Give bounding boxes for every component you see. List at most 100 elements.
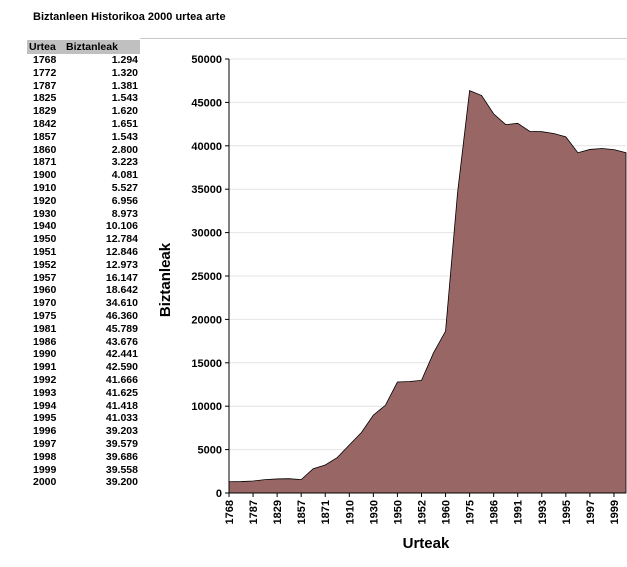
cell-year: 1910 xyxy=(33,181,57,194)
cell-year: 1842 xyxy=(33,117,57,130)
table-row: 1857 1.543 xyxy=(27,131,140,144)
x-tick-label: 1975 xyxy=(465,500,477,524)
x-tick-label: 1857 xyxy=(296,500,308,524)
cell-year: 1957 xyxy=(33,271,57,284)
y-tick-label: 25000 xyxy=(191,271,222,283)
y-tick-labels: 0 5000 10000 15000 20000 25000 30000 35000 40000… xyxy=(191,54,222,500)
cell-year: 1768 xyxy=(33,54,57,66)
cell-population: 39.203 xyxy=(105,425,138,438)
cell-year: 1996 xyxy=(33,425,57,438)
cell-year: 1825 xyxy=(33,92,57,105)
cell-year: 1787 xyxy=(33,79,57,92)
table-row: 1991 42.590 xyxy=(27,361,140,374)
table-row: 1900 4.081 xyxy=(27,169,140,182)
cell-population: 1.381 xyxy=(111,79,138,92)
cell-year: 1950 xyxy=(33,233,57,246)
y-tick-label: 15000 xyxy=(191,358,222,370)
cell-year: 1981 xyxy=(33,322,57,335)
population-area xyxy=(228,90,627,494)
y-tick-label: 30000 xyxy=(191,228,222,240)
cell-year: 1999 xyxy=(33,463,57,476)
x-tick-label: 1986 xyxy=(489,500,501,524)
cell-year: 1940 xyxy=(33,220,57,233)
cell-population: 39.686 xyxy=(105,450,138,463)
table-row: 1990 42.441 xyxy=(27,348,140,361)
cell-population: 12.846 xyxy=(105,245,138,258)
x-tick-label: 1952 xyxy=(416,500,428,524)
cell-year: 1986 xyxy=(33,335,57,348)
table-row: 1768 1.294 xyxy=(27,54,140,67)
cell-population: 10.106 xyxy=(105,220,138,233)
column-header-population: Biztanleak xyxy=(66,41,118,53)
cell-year: 1991 xyxy=(33,361,57,374)
table-row: 1871 3.223 xyxy=(27,156,140,169)
cell-year: 1930 xyxy=(33,207,57,220)
x-tick-label: 1787 xyxy=(248,500,260,524)
cell-year: 1960 xyxy=(33,284,57,297)
cell-population: 12.973 xyxy=(105,258,138,271)
cell-population: 4.081 xyxy=(111,169,138,182)
table-row: 1930 8.973 xyxy=(27,208,140,221)
cell-year: 1990 xyxy=(33,348,57,361)
cell-population: 1.294 xyxy=(111,54,138,66)
cell-population: 39.558 xyxy=(105,463,138,476)
table-row: 1993 41.625 xyxy=(27,387,140,400)
cell-population: 42.441 xyxy=(105,348,138,361)
cell-year: 1975 xyxy=(33,309,57,322)
cell-population: 3.223 xyxy=(111,156,138,169)
cell-year: 1998 xyxy=(33,450,57,463)
cell-population: 1.543 xyxy=(111,92,138,105)
y-tick-label: 20000 xyxy=(191,314,222,326)
cell-population: 2.800 xyxy=(111,143,138,156)
table-row: 1860 2.800 xyxy=(27,144,140,157)
table-header: Urtea Biztanleak xyxy=(27,40,140,54)
y-tick-label: 40000 xyxy=(191,141,222,153)
chart-axes xyxy=(225,58,626,497)
x-axis-title: Urteak xyxy=(403,535,450,552)
cell-population: 39.200 xyxy=(105,476,138,489)
cell-population: 41.666 xyxy=(105,373,138,386)
table-row: 1997 39.579 xyxy=(27,438,140,451)
cell-population: 18.642 xyxy=(105,284,138,297)
table-body: 1768 1.294 1772 1.320 1787 1.381 1825 1.543 1829… xyxy=(27,54,140,489)
cell-population: 41.033 xyxy=(105,412,138,425)
x-tick-labels: 1768 1787 1829 1857 1871 1910 1930 1950 1952 1960… xyxy=(224,500,621,524)
cell-population: 34.610 xyxy=(105,297,138,310)
table-row: 1986 43.676 xyxy=(27,336,140,349)
cell-population: 42.590 xyxy=(105,361,138,374)
x-tick-label: 1999 xyxy=(609,500,621,524)
table-row: 1992 41.666 xyxy=(27,374,140,387)
cell-year: 1857 xyxy=(33,130,57,143)
cell-year: 1994 xyxy=(33,399,57,412)
title-divider xyxy=(140,38,627,39)
x-tick-label: 1829 xyxy=(272,500,284,524)
cell-year: 2000 xyxy=(33,476,57,489)
table-row: 2000 39.200 xyxy=(27,476,140,489)
table-row: 1960 18.642 xyxy=(27,284,140,297)
cell-year: 1829 xyxy=(33,105,57,118)
table-row: 1975 46.360 xyxy=(27,310,140,323)
cell-year: 1920 xyxy=(33,194,57,207)
cell-year: 1970 xyxy=(33,297,57,310)
x-tick-label: 1995 xyxy=(561,500,573,524)
cell-population: 1.543 xyxy=(111,130,138,143)
y-tick-label: 35000 xyxy=(191,184,222,196)
table-row: 1842 1.651 xyxy=(27,118,140,131)
table-row: 1920 6.956 xyxy=(27,195,140,208)
cell-year: 1951 xyxy=(33,245,57,258)
table-row: 1998 39.686 xyxy=(27,451,140,464)
cell-population: 1.620 xyxy=(111,105,138,118)
x-tick-label: 1997 xyxy=(585,500,597,524)
table-row: 1940 10.106 xyxy=(27,220,140,233)
cell-population: 1.651 xyxy=(111,117,138,130)
cell-population: 46.360 xyxy=(105,309,138,322)
x-tick-label: 1950 xyxy=(392,500,404,524)
cell-population: 12.784 xyxy=(105,233,138,246)
page-title: Biztanleen Historikoa 2000 urtea arte xyxy=(33,11,226,23)
cell-population: 43.676 xyxy=(105,335,138,348)
cell-year: 1772 xyxy=(33,66,57,79)
x-tick-label: 1871 xyxy=(320,500,332,524)
table-row: 1950 12.784 xyxy=(27,233,140,246)
column-header-year: Urtea xyxy=(29,41,56,53)
